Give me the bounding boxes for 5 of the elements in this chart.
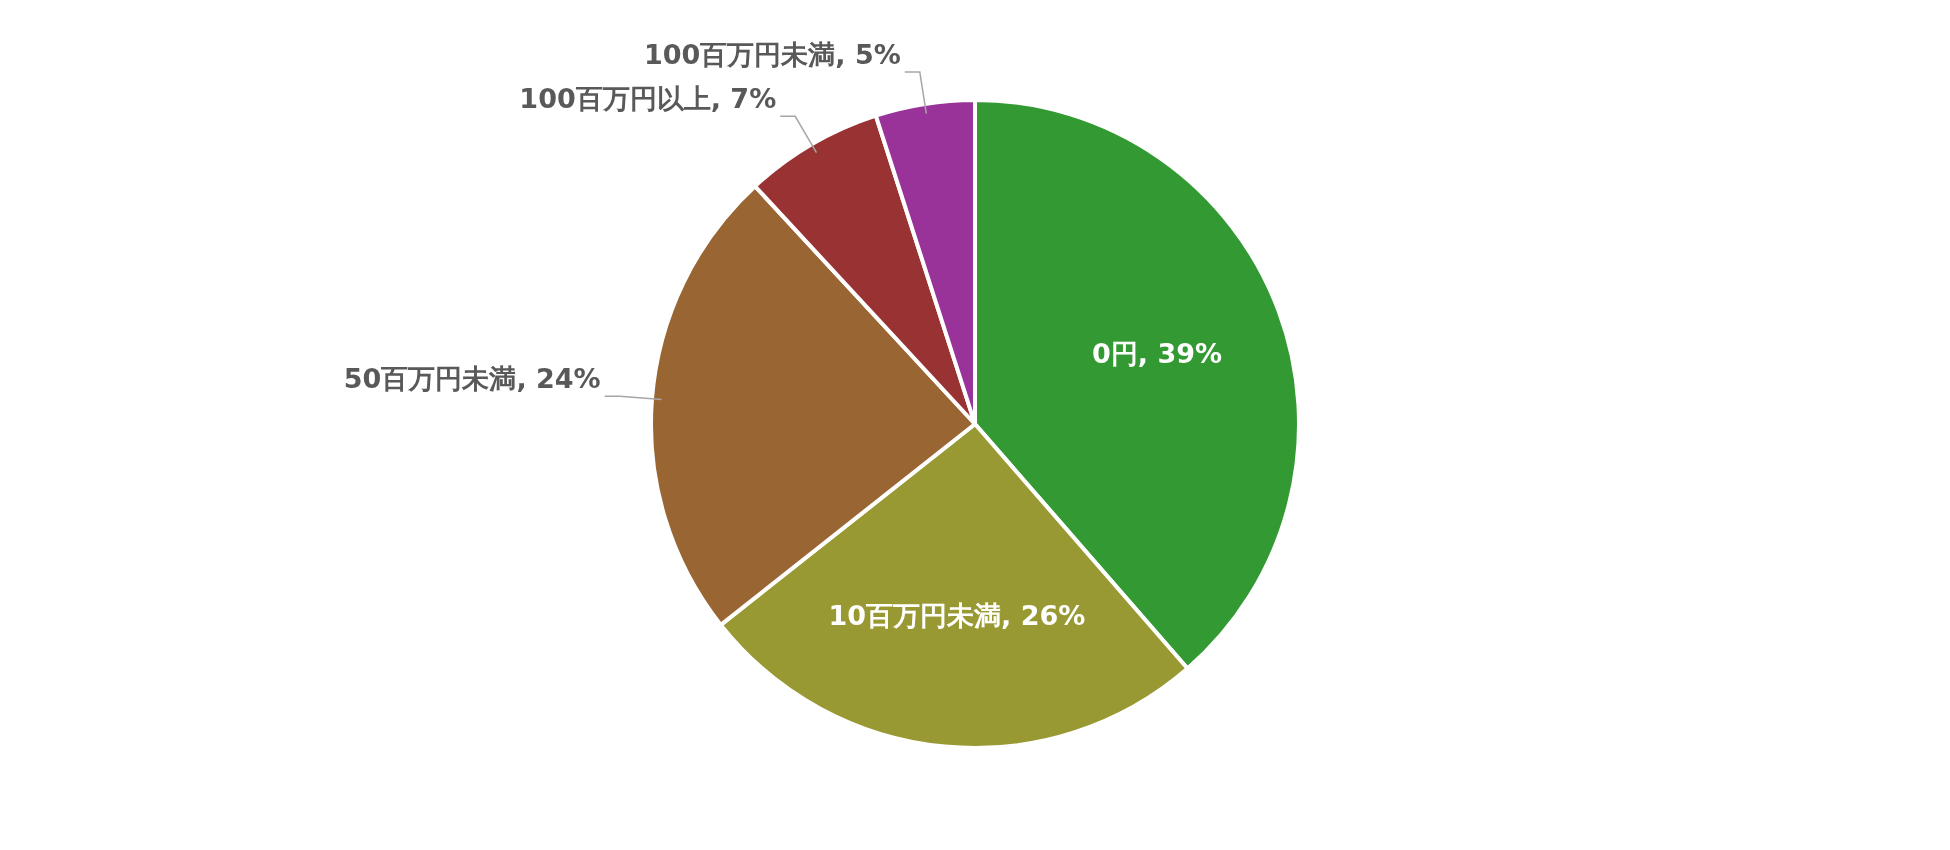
slice-label: 50百万円未満, 24% [343, 363, 601, 395]
slice-label: 100百万円以上, 7% [519, 83, 777, 115]
slice-label: 10百万円未満, 26% [828, 599, 1086, 631]
slice-label: 100百万円未満, 5% [643, 38, 901, 70]
slice-label: 0円, 39% [1092, 337, 1223, 369]
